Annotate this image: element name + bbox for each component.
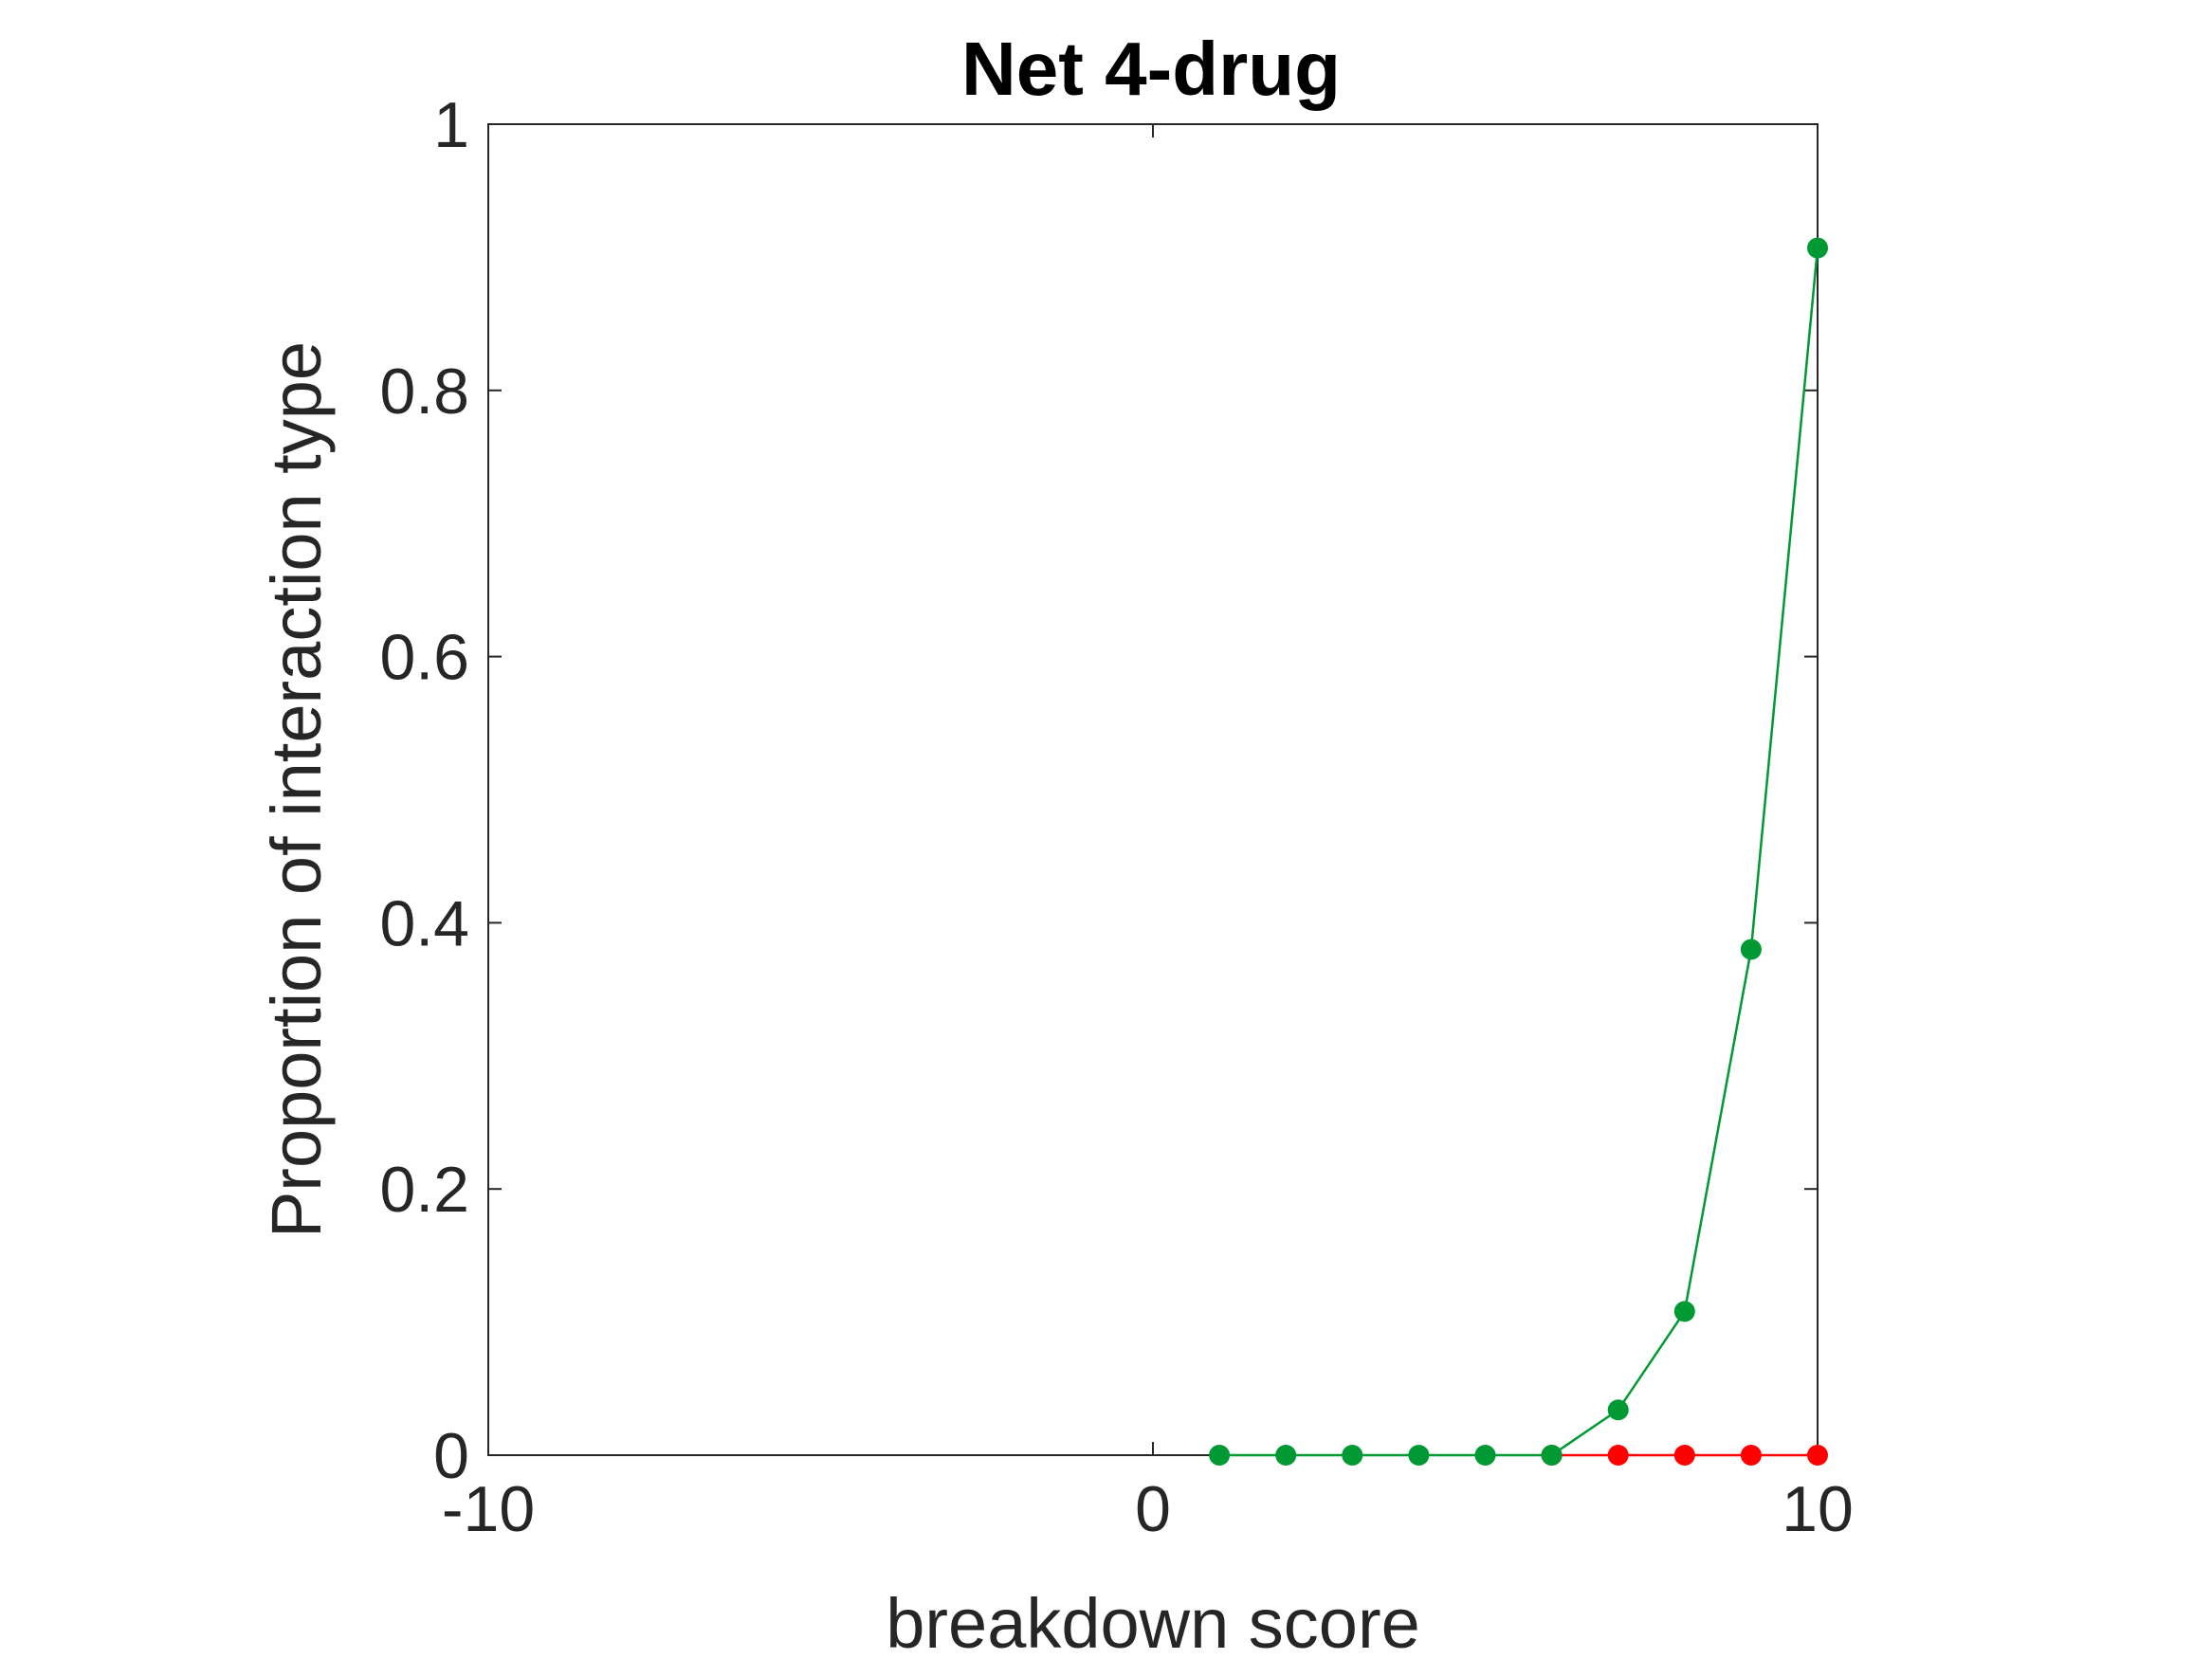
plot-area: [487, 123, 1819, 1456]
series-1-point: [1807, 237, 1828, 259]
series-layer: [1209, 237, 1828, 1466]
series-1-line: [1219, 247, 1819, 1457]
x-tick-label: -10: [442, 1473, 535, 1545]
y-tick-label: 0.6: [379, 622, 469, 694]
series-1-point: [1541, 1445, 1563, 1466]
y-tick-label: 1: [433, 89, 469, 161]
y-tick-label: 0.2: [379, 1154, 469, 1226]
series-1-point: [1474, 1445, 1496, 1466]
series-1-point: [1275, 1445, 1297, 1466]
series-0-point: [1607, 1445, 1629, 1466]
series-1-point: [1740, 939, 1762, 960]
chart-title: Net 4-drug: [961, 27, 1341, 111]
x-axis-title: breakdown score: [886, 1584, 1420, 1659]
series-1-point: [1209, 1445, 1231, 1466]
series-0-point: [1807, 1445, 1828, 1466]
y-tick-label: 0.4: [379, 887, 469, 959]
series-1-point: [1607, 1399, 1629, 1421]
y-axis-title: Proportion of interaction type: [257, 341, 336, 1238]
series-1-point: [1408, 1445, 1430, 1466]
series-1-point: [1342, 1445, 1363, 1466]
series-0-point: [1740, 1445, 1762, 1466]
series-1-point: [1673, 1301, 1695, 1322]
y-tick-label: 0.8: [379, 356, 469, 428]
x-tick-label: 10: [1782, 1473, 1854, 1545]
x-tick-label: 0: [1135, 1473, 1171, 1545]
series-0-point: [1673, 1445, 1695, 1466]
y-tick-label: 0: [433, 1420, 469, 1492]
